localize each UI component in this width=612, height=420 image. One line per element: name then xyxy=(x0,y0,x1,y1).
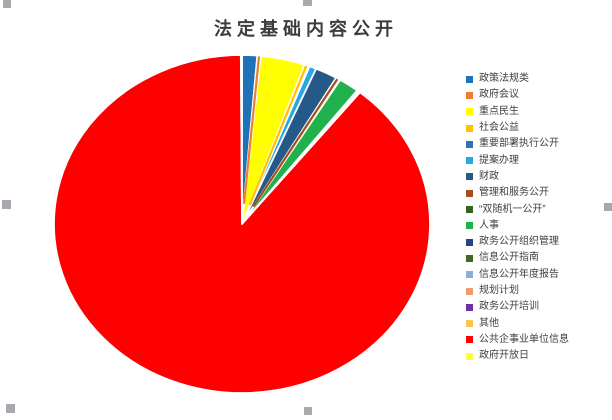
legend-swatch-icon xyxy=(466,238,473,246)
legend-label: 重点民生 xyxy=(479,105,519,117)
legend-item-12[interactable]: 信息公开年度报告 xyxy=(466,267,569,283)
legend-item-2[interactable]: 重点民生 xyxy=(466,104,569,120)
legend-label: 公共企事业单位信息 xyxy=(479,333,569,345)
legend-label: 政务公开培训 xyxy=(479,301,539,313)
legend-swatch-icon xyxy=(466,287,473,295)
pie-slice-sliver-1[interactable] xyxy=(242,56,261,204)
legend-swatch-icon xyxy=(466,206,473,214)
legend-item-14[interactable]: 政务公开培训 xyxy=(466,299,569,315)
legend-item-6[interactable]: 财政 xyxy=(466,169,569,185)
legend-label: 人事 xyxy=(479,219,499,231)
legend-swatch-icon xyxy=(466,254,473,262)
legend-label: 社会公益 xyxy=(479,122,519,134)
legend-swatch-icon xyxy=(466,271,473,279)
legend-label: 规划计划 xyxy=(479,285,519,296)
legend-item-8[interactable]: “双随机一公开” xyxy=(466,201,569,217)
legend-item-7[interactable]: 管理和服务公开 xyxy=(466,185,569,201)
selection-handle-top-left[interactable] xyxy=(3,0,11,8)
legend-item-9[interactable]: 人事 xyxy=(466,218,569,234)
legend-swatch-icon xyxy=(466,124,473,132)
legend-swatch-icon xyxy=(466,91,473,99)
legend-item-4[interactable]: 重要部署执行公开 xyxy=(466,136,569,152)
chart-legend: 政策法规类政府会议重点民生社会公益重要部署执行公开 提案办理财政管理和服务公开 “双… xyxy=(466,71,569,364)
legend-swatch-icon xyxy=(466,108,473,116)
legend-swatch-icon xyxy=(466,222,473,230)
selection-handle-bottom-left[interactable] xyxy=(6,404,15,413)
legend-label: 提案办理 xyxy=(479,154,519,166)
legend-swatch-icon xyxy=(466,173,473,181)
legend-label: 信息公开指南 xyxy=(479,252,539,264)
legend-item-16[interactable]: 公共企事业单位信息 xyxy=(466,332,569,348)
legend-swatch-icon xyxy=(466,303,473,311)
legend-swatch-icon xyxy=(466,352,473,360)
legend-item-10[interactable]: 政务公开组织管理 xyxy=(466,234,569,250)
legend-swatch-icon xyxy=(466,75,473,83)
legend-label: 管理和服务公开 xyxy=(479,187,549,199)
legend-item-15[interactable]: 其他 xyxy=(466,315,569,331)
pie-slice-17[interactable] xyxy=(239,54,243,225)
legend-label: 政务公开组织管理 xyxy=(479,236,559,248)
pie-slice-sliver-3[interactable] xyxy=(248,65,308,206)
legend-swatch-icon xyxy=(466,140,473,148)
legend-label: 信息公开年度报告 xyxy=(479,268,559,280)
pie-slice-sliver-7[interactable] xyxy=(252,78,339,208)
legend-swatch-icon xyxy=(466,320,473,328)
legend-label: 政府开放日 xyxy=(479,350,529,362)
legend-label: 其他 xyxy=(479,317,499,329)
legend-label: “双随机一公开” xyxy=(479,203,546,215)
chart-title: 法定基础内容公开 xyxy=(214,19,398,39)
legend-item-13[interactable]: 规划计划 xyxy=(466,283,569,299)
selection-handle-middle-left[interactable] xyxy=(2,200,11,209)
legend-label: 重要部署执行公开 xyxy=(479,138,559,150)
legend-item-3[interactable]: 社会公益 xyxy=(466,120,569,136)
legend-item-0[interactable]: 政策法规类 xyxy=(466,71,569,87)
legend-swatch-icon xyxy=(466,157,473,165)
legend-label: 政府会议 xyxy=(479,89,519,101)
selection-handle-bottom-center[interactable] xyxy=(304,407,312,415)
legend-item-1[interactable]: 政府会议 xyxy=(466,87,569,103)
legend-item-5[interactable]: 提案办理 xyxy=(466,152,569,168)
legend-item-17[interactable]: 政府开放日 xyxy=(466,348,569,364)
legend-label: 财政 xyxy=(479,170,499,182)
legend-swatch-icon xyxy=(466,336,473,344)
legend-item-11[interactable]: 信息公开指南 xyxy=(466,250,569,266)
legend-swatch-icon xyxy=(466,189,473,197)
selection-handle-middle-right[interactable] xyxy=(604,203,612,211)
legend-label: 政策法规类 xyxy=(479,73,529,85)
selection-handle-top-center[interactable] xyxy=(303,0,312,6)
